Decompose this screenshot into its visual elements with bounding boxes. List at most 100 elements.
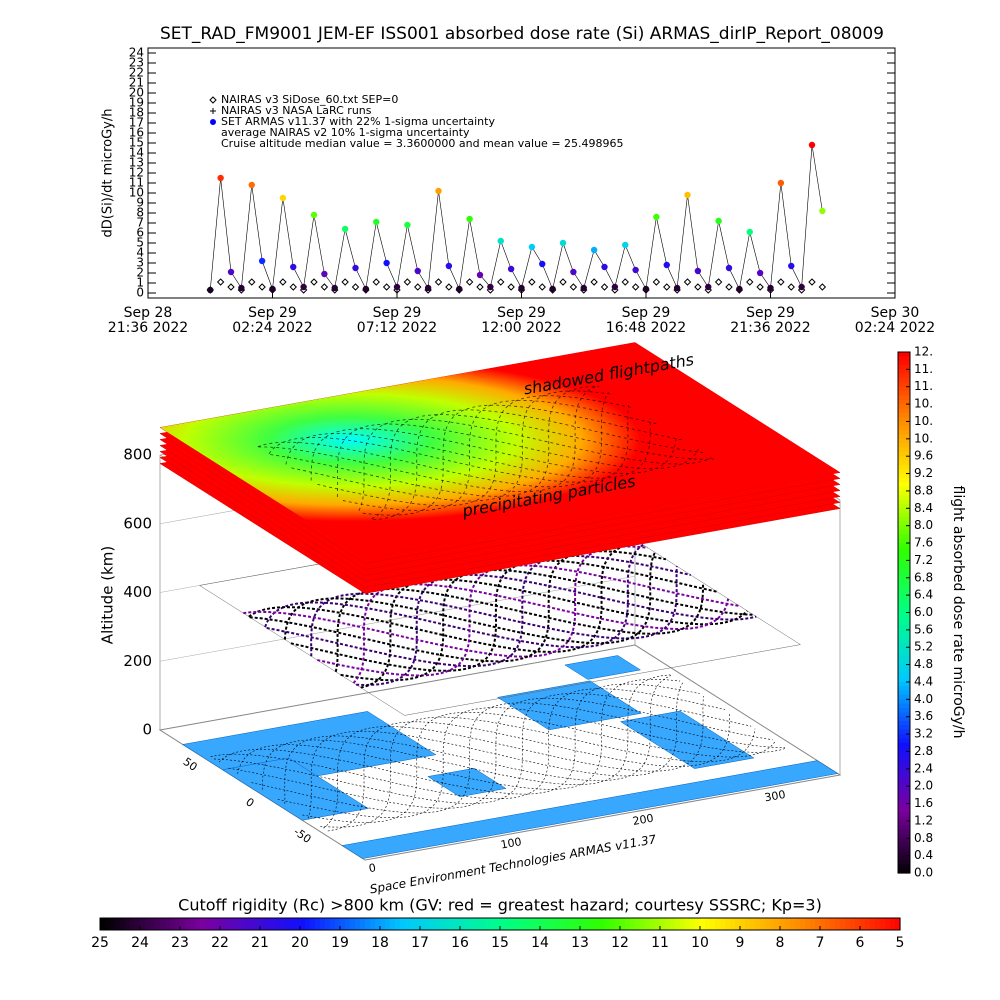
x-tick-time: 16:48 2022 xyxy=(606,320,686,336)
lon-tick-label: 0 xyxy=(368,861,377,875)
flight-track xyxy=(310,566,678,657)
colorbar-swatch xyxy=(898,812,910,818)
legend-label: SET ARMAS v11.37 with 22% 1-sigma uncert… xyxy=(221,115,495,128)
rigidity-swatch xyxy=(590,918,596,930)
colorbar-swatch xyxy=(898,391,910,397)
shadow-track xyxy=(258,385,599,493)
colorbar-swatch xyxy=(898,599,910,605)
colorbar-swatch xyxy=(898,699,910,705)
flight-track xyxy=(317,564,740,677)
nairas-point xyxy=(414,283,422,291)
rigidity-swatch xyxy=(350,918,356,930)
rigidity-swatch xyxy=(235,918,241,930)
y-tick-label: 21 xyxy=(129,76,144,90)
rigidity-swatch xyxy=(585,918,591,930)
rigidity-swatch xyxy=(880,918,886,930)
colorbar-swatch xyxy=(898,677,910,683)
armas-point xyxy=(424,284,432,292)
nairas-point xyxy=(258,283,266,291)
colorbar-swatch xyxy=(898,773,910,779)
armas-point xyxy=(456,285,463,293)
colorbar-tick-label: 2.8 xyxy=(914,744,933,758)
rigidity-swatch xyxy=(170,918,176,930)
rigidity-swatch xyxy=(220,918,226,930)
colorbar-tick-label: 8.0 xyxy=(914,518,933,532)
rigidity-swatch xyxy=(505,918,511,930)
ground-track xyxy=(302,712,776,823)
rigidity-tick-label: 18 xyxy=(371,935,389,951)
ground-track xyxy=(323,695,704,829)
rigidity-swatch xyxy=(470,918,476,930)
colorbar-tick-label: 7.6 xyxy=(914,536,933,550)
colorbar-swatch xyxy=(898,469,910,475)
armas-point xyxy=(445,262,453,270)
armas-point xyxy=(373,218,380,226)
rigidity-swatch xyxy=(300,918,306,930)
rigidity-label: Cutoff rigidity (Rc) >800 km (GV: red = … xyxy=(178,896,822,915)
armas-point xyxy=(590,246,598,254)
colorbar-swatch xyxy=(898,681,910,687)
rigidity-swatch xyxy=(155,918,161,930)
colorbar-swatch xyxy=(898,855,910,861)
rigidity-swatch xyxy=(860,918,866,930)
rigidity-swatch xyxy=(205,918,211,930)
colorbar-swatch xyxy=(898,430,910,436)
colorbar-swatch xyxy=(898,686,910,692)
rigidity-swatch xyxy=(445,918,451,930)
x-tick-time: 21:36 2022 xyxy=(730,320,810,336)
rigidity-swatch xyxy=(835,918,841,930)
rigidity-swatch xyxy=(595,918,601,930)
rigidity-swatch xyxy=(680,918,686,930)
colorbar-swatch xyxy=(898,846,910,852)
colorbar-swatch xyxy=(898,408,910,414)
rigidity-swatch xyxy=(650,918,656,930)
rigidity-swatch xyxy=(145,918,151,930)
colorbar-swatch xyxy=(898,838,910,844)
colorbar-swatch xyxy=(898,543,910,548)
armas-point xyxy=(684,191,691,199)
colorbar-swatch xyxy=(898,603,910,609)
colorbar-swatch xyxy=(898,451,910,457)
colorbar-swatch xyxy=(898,512,910,518)
colorbar-swatch xyxy=(898,360,910,366)
y-tick-label: 17 xyxy=(129,116,144,130)
colorbar-swatch xyxy=(898,721,910,726)
rigidity-swatch xyxy=(570,918,576,930)
land xyxy=(341,760,839,859)
nairas-point xyxy=(600,283,609,291)
colorbar-swatch xyxy=(898,399,910,405)
annotation: Cruise altitude median value = 3.3600000… xyxy=(221,137,624,150)
rigidity-swatch xyxy=(745,918,751,930)
nairas-point xyxy=(746,278,754,286)
flight-track xyxy=(360,578,748,689)
y-tick-label: 18 xyxy=(129,106,144,120)
x-tick-label: Sep 29 xyxy=(248,305,297,321)
armas-point xyxy=(497,237,504,245)
colorbar-tick-label: 3.2 xyxy=(914,727,933,741)
colorbar-tick-label: 8.4 xyxy=(914,501,933,515)
colorbar-swatch xyxy=(898,608,910,614)
armas-point xyxy=(279,194,287,202)
rigidity-swatch xyxy=(280,918,286,930)
rigidity-swatch xyxy=(275,918,281,930)
armas-point xyxy=(663,261,670,269)
rigidity-swatch xyxy=(110,918,116,930)
nairas-point xyxy=(476,283,484,291)
ground-track xyxy=(237,679,681,790)
rigidity-swatch xyxy=(760,918,766,930)
rigidity-tick-label: 15 xyxy=(491,935,509,951)
nairas-point xyxy=(372,278,380,286)
y-tick-label: 15 xyxy=(129,136,144,150)
shadow-track xyxy=(371,414,714,520)
colorbar-swatch xyxy=(898,538,910,544)
rigidity-swatch xyxy=(610,918,616,930)
colorbar-swatch xyxy=(898,642,910,648)
rigidity-swatch xyxy=(330,918,336,930)
rigidity-swatch xyxy=(485,918,491,930)
rigidity-swatch xyxy=(410,918,416,930)
colorbar-swatch xyxy=(898,365,910,370)
x-tick-time: 12:00 2022 xyxy=(481,320,561,336)
rigidity-swatch xyxy=(825,918,831,930)
rigidity-swatch xyxy=(425,918,431,930)
armas-point xyxy=(767,284,774,292)
